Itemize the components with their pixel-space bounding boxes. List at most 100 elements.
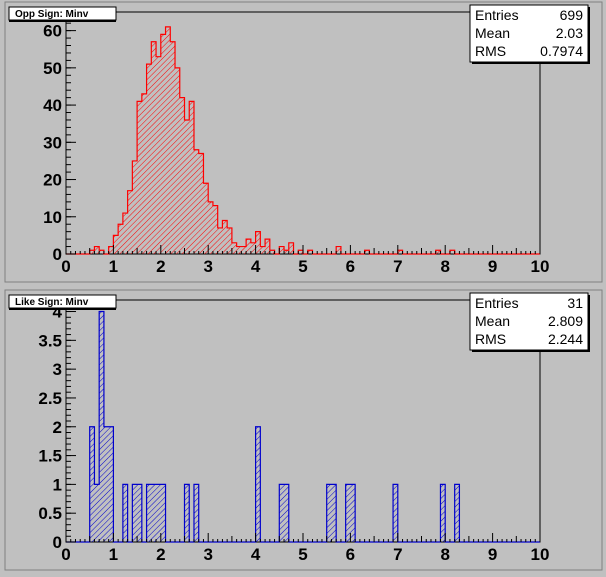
histogram-bar	[94, 484, 100, 542]
histogram-bar	[179, 97, 185, 254]
stats-rms-value: 0.7974	[540, 43, 583, 59]
histogram-bar	[89, 250, 95, 254]
histogram-bar	[440, 484, 446, 542]
histogram-bars	[66, 310, 540, 543]
histogram-bar	[118, 224, 123, 254]
y-tick-label: 1.5	[38, 447, 62, 466]
histogram-bar	[198, 153, 204, 254]
x-tick-label: 4	[251, 257, 261, 276]
histogram-bar	[265, 239, 270, 254]
x-tick-label: 6	[346, 257, 355, 276]
x-tick-label: 3	[203, 545, 212, 564]
histogram-bar	[99, 311, 104, 542]
plot-frame	[65, 299, 541, 543]
histogram-bar	[165, 26, 171, 255]
histogram-bar	[132, 484, 138, 542]
axes: 0 1 2 3 4 5 6 7 8 9 10 0 0.5 1 1.5 2 2.5 3 3.5 4	[38, 299, 550, 564]
x-tick-label: 1	[109, 257, 118, 276]
histogram-bar	[255, 426, 261, 542]
histogram-bar	[151, 484, 157, 542]
y-tick-label: 20	[43, 171, 62, 190]
histogram-bar	[364, 250, 370, 254]
x-tick-label: 10	[531, 545, 550, 564]
histogram-bar	[99, 250, 104, 254]
chart-title: Opp Sign: Minv	[15, 9, 89, 20]
stats-entries-label: Entries	[475, 295, 519, 311]
histogram-bar	[184, 484, 190, 542]
stats-rms-value: 2.244	[548, 331, 583, 347]
x-tick-label: 10	[531, 257, 550, 276]
histogram-bar	[454, 484, 460, 542]
histogram-bar	[108, 426, 114, 542]
y-tick-label: 3.5	[38, 331, 62, 350]
histogram-bar	[298, 250, 303, 254]
title-box: Opp Sign: Minv	[8, 6, 117, 22]
histogram-bar	[141, 93, 147, 255]
histogram-bar	[94, 246, 100, 254]
pad-opp-sign[interactable]: 0 1 2 3 4 5 6 7 8 9 10 0 10 20 30 40 50 60 Opp Sign: Minv…	[4, 1, 603, 283]
x-tick-label: 8	[440, 257, 449, 276]
histogram-bar	[208, 201, 213, 254]
histogram-bar	[326, 484, 332, 542]
histogram-bar	[156, 56, 161, 254]
stats-box: Entries 699 Mean 2.03 RMS 0.7974	[469, 4, 590, 64]
histogram-bar	[217, 227, 223, 254]
histogram-bar	[227, 227, 232, 254]
stats-entries-label: Entries	[475, 7, 519, 23]
y-tick-label: 2	[53, 418, 62, 437]
x-tick-label: 7	[393, 257, 402, 276]
x-tick-label: 2	[156, 257, 165, 276]
y-tick-label: 50	[43, 59, 62, 78]
y-tick-label: 60	[43, 22, 62, 41]
histogram-bar	[184, 119, 190, 254]
stats-mean-value: 2.03	[556, 25, 583, 41]
histogram-bar	[260, 246, 266, 254]
stats-rms-label: RMS	[475, 331, 506, 347]
y-tick-label: 2.5	[38, 389, 62, 408]
chart-title: Like Sign: Minv	[15, 297, 89, 308]
histogram-bar	[132, 160, 138, 254]
histogram-bar	[255, 231, 261, 254]
histogram-bar	[288, 242, 294, 254]
histogram-bar	[160, 484, 166, 542]
histogram-bar	[397, 250, 403, 254]
x-tick-label: 4	[251, 545, 261, 564]
title-box: Like Sign: Minv	[8, 294, 117, 310]
stats-entries-value: 31	[567, 295, 583, 311]
histogram-bar	[122, 484, 128, 542]
stats-box: Entries 31 Mean 2.809 RMS 2.244	[469, 292, 590, 352]
histogram-outline	[66, 310, 540, 543]
histogram-bar	[170, 41, 176, 255]
y-tick-label: 10	[43, 208, 62, 227]
histogram-bar	[279, 484, 285, 542]
histogram-bar	[236, 246, 242, 254]
stats-entries-value: 699	[560, 7, 584, 23]
x-tick-label: 5	[298, 545, 307, 564]
histogram-bar	[122, 213, 128, 254]
histogram-bar	[137, 484, 142, 542]
histogram-bar	[137, 101, 142, 254]
histogram-bar	[231, 242, 237, 254]
x-tick-label: 9	[488, 545, 497, 564]
histogram-bar	[108, 246, 114, 254]
histogram-bar	[449, 250, 455, 254]
histogram-bar	[350, 484, 356, 542]
y-tick-label: 0.5	[38, 504, 62, 523]
histogram-bar	[151, 41, 157, 255]
y-tick-label: 4	[53, 303, 63, 322]
x-tick-label: 3	[203, 257, 212, 276]
histogram-bar	[146, 64, 152, 254]
histogram-bar	[103, 426, 109, 542]
histogram-bar	[284, 250, 289, 254]
histogram-bar	[279, 246, 285, 254]
x-tick-label: 7	[393, 545, 402, 564]
histogram-bar	[193, 149, 199, 254]
histogram-bar	[307, 250, 313, 254]
pad-like-sign[interactable]: 0 1 2 3 4 5 6 7 8 9 10 0 0.5 1 1.5 2 2.5 3 3.5 4 Like Sign:…	[4, 289, 603, 571]
y-tick-label: 0	[53, 533, 62, 552]
histogram-bar	[331, 484, 337, 542]
histogram-bar	[146, 484, 152, 542]
histogram-bar	[336, 246, 341, 254]
histogram-bar	[246, 239, 251, 254]
